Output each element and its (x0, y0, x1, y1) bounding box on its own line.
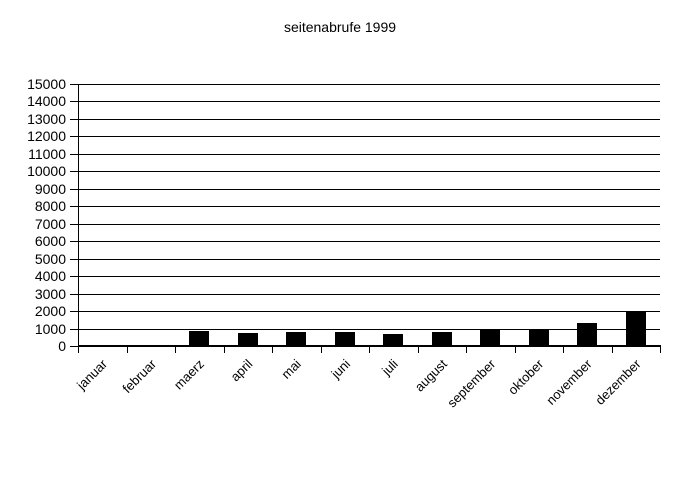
y-tick-label: 1000 (34, 320, 66, 337)
x-tick-label: maerz (170, 356, 208, 393)
y-axis-tick (70, 153, 78, 155)
y-axis-tick (70, 171, 78, 173)
y-tick-label: 3000 (34, 285, 66, 302)
gridline (78, 276, 660, 278)
y-axis-tick (70, 223, 78, 225)
x-tick-label: dezember (592, 356, 644, 408)
x-tick-label: oktober (505, 356, 547, 398)
gridline (78, 136, 660, 138)
bar-dezember (625, 311, 646, 346)
bar-mai (286, 332, 307, 346)
gridline (78, 188, 660, 190)
gridline (78, 84, 660, 85)
y-tick-label: 11000 (28, 145, 66, 162)
y-axis-tick (70, 258, 78, 260)
bar-november (577, 323, 598, 346)
bar-juni (334, 332, 355, 346)
bar-juli (383, 334, 404, 346)
bar-maerz (189, 331, 210, 346)
x-tick-label: august (411, 356, 450, 395)
y-tick-label: 2000 (34, 303, 66, 320)
x-tick-label: januar (73, 356, 111, 393)
x-tick-label: november (543, 356, 596, 408)
x-axis-tick (223, 346, 225, 353)
x-axis-tick (175, 346, 176, 353)
plot-area (78, 84, 660, 346)
x-axis-tick (78, 346, 79, 353)
bar-april (237, 332, 258, 346)
y-tick-label: 9000 (34, 180, 66, 197)
y-tick-label: 7000 (34, 215, 66, 232)
gridline (78, 258, 660, 260)
gridline (78, 241, 660, 243)
gridline (78, 293, 660, 295)
gridline (78, 101, 660, 103)
x-tick-label: april (227, 356, 256, 385)
y-tick-label: 4000 (34, 268, 66, 285)
x-axis-tick (417, 346, 419, 353)
y-tick-label: 6000 (34, 233, 66, 250)
gridline (78, 118, 660, 120)
y-tick-label: 10000 (27, 163, 66, 180)
y-axis-tick (70, 136, 78, 138)
y-tick-label: 8000 (34, 198, 66, 215)
y-axis-tick (70, 188, 78, 190)
y-tick-label: 12000 (27, 128, 66, 145)
y-tick-label: 14000 (27, 93, 66, 110)
x-axis-tick (272, 346, 273, 353)
x-axis-tick (660, 346, 661, 353)
x-axis-tick (563, 346, 564, 353)
y-tick-label: 5000 (34, 250, 66, 267)
y-axis-tick (70, 206, 78, 208)
bar-september (480, 328, 501, 346)
y-axis-line (78, 84, 79, 347)
y-axis-tick (70, 328, 78, 330)
x-axis-tick (514, 346, 516, 353)
bar-august (431, 332, 452, 346)
x-tick-label: februar (118, 356, 159, 397)
y-axis-tick (70, 84, 78, 85)
gridline (78, 171, 660, 173)
y-axis-tick (70, 241, 78, 243)
x-axis-tick (126, 346, 128, 353)
y-axis-tick (70, 346, 78, 347)
gridline (78, 153, 660, 155)
gridline (78, 206, 660, 208)
x-axis-tick (369, 346, 370, 353)
y-tick-label: 15000 (27, 76, 66, 92)
y-axis-tick (70, 118, 78, 120)
y-axis-tick (70, 101, 78, 103)
x-axis-tick (320, 346, 322, 353)
gridline (78, 311, 660, 313)
x-tick-label: juni (327, 356, 353, 382)
chart-title: seitenabrufe 1999 (283, 19, 397, 35)
y-axis-tick (70, 293, 78, 295)
x-axis-tick (611, 346, 613, 353)
gridline (78, 328, 660, 330)
bar-oktober (528, 329, 549, 346)
x-tick-label: mai (278, 356, 305, 382)
y-axis-tick (70, 276, 78, 278)
y-tick-label: 13000 (27, 110, 66, 127)
y-axis-tick (70, 311, 78, 313)
gridline (78, 223, 660, 225)
x-tick-label: september (444, 356, 499, 411)
x-axis-tick (466, 346, 467, 353)
y-tick-label: 0 (58, 338, 66, 354)
x-tick-label: juli (379, 356, 402, 379)
